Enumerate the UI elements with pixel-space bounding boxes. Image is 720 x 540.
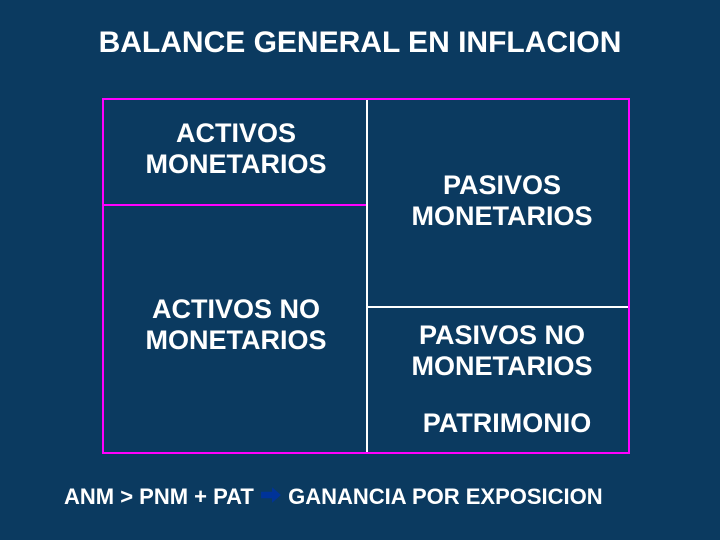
text-line: ACTIVOS xyxy=(176,118,296,148)
cell-pasivos-monetarios: PASIVOS MONETARIOS xyxy=(384,170,620,232)
cell-activos-no-monetarios: ACTIVOS NO MONETARIOS xyxy=(118,294,354,356)
text-line: MONETARIOS xyxy=(412,201,593,231)
footer-post: GANANCIA POR EXPOSICION xyxy=(282,484,603,509)
cell-patrimonio: PATRIMONIO xyxy=(394,408,620,439)
text-line: PASIVOS NO xyxy=(419,320,585,350)
text-line: MONETARIOS xyxy=(146,325,327,355)
text-line: MONETARIOS xyxy=(146,149,327,179)
arrow-right-icon xyxy=(260,484,282,506)
slide-title: BALANCE GENERAL EN INFLACION xyxy=(0,26,720,60)
text-line: MONETARIOS xyxy=(412,351,593,381)
box-vertical-divider xyxy=(366,100,368,452)
slide: BALANCE GENERAL EN INFLACION ACTIVOS MON… xyxy=(0,0,720,540)
footer-formula: ANM > PNM + PAT GANANCIA POR EXPOSICION xyxy=(64,484,603,510)
cell-activos-monetarios: ACTIVOS MONETARIOS xyxy=(126,118,346,180)
cell-pasivos-no-monetarios: PASIVOS NO MONETARIOS xyxy=(384,320,620,382)
right-horizontal-divider xyxy=(368,306,628,308)
text-line: PASIVOS xyxy=(443,170,561,200)
text-line: ACTIVOS NO xyxy=(152,294,320,324)
text-line: PATRIMONIO xyxy=(423,408,592,438)
footer-pre: ANM > PNM + PAT xyxy=(64,484,260,509)
left-horizontal-divider xyxy=(104,204,366,206)
